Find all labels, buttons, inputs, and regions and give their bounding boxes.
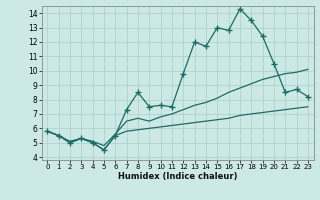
- X-axis label: Humidex (Indice chaleur): Humidex (Indice chaleur): [118, 172, 237, 181]
